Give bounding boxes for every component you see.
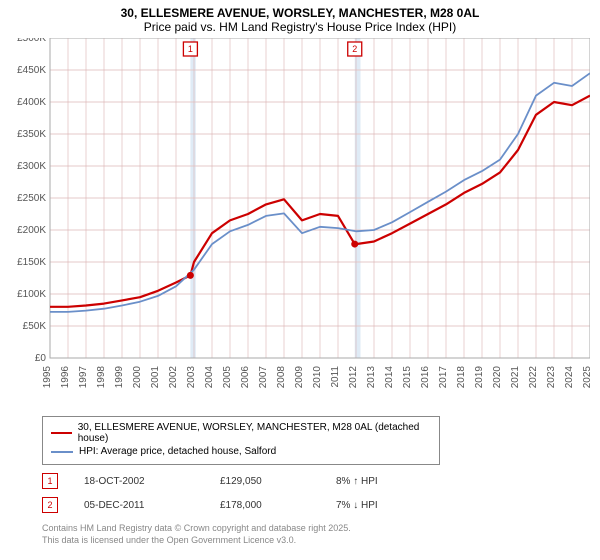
legend: 30, ELLESMERE AVENUE, WORSLEY, MANCHESTE…: [42, 416, 440, 465]
svg-text:2: 2: [352, 44, 357, 54]
svg-text:2013: 2013: [366, 366, 377, 389]
svg-text:2005: 2005: [222, 366, 233, 389]
marker-pct: 8% ↑ HPI: [336, 476, 378, 487]
marker-price: £129,050: [220, 476, 310, 487]
marker-date: 18-OCT-2002: [84, 476, 194, 487]
svg-text:2022: 2022: [528, 366, 539, 389]
marker-detail: 2 05-DEC-2011 £178,000 7% ↓ HPI: [42, 497, 600, 513]
marker-pct: 7% ↓ HPI: [336, 500, 378, 511]
svg-text:2012: 2012: [348, 366, 359, 389]
svg-text:2025: 2025: [582, 366, 590, 389]
svg-text:2023: 2023: [546, 366, 557, 389]
legend-label: 30, ELLESMERE AVENUE, WORSLEY, MANCHESTE…: [78, 422, 431, 444]
svg-text:1998: 1998: [96, 366, 107, 389]
svg-text:2016: 2016: [420, 366, 431, 389]
svg-text:2019: 2019: [474, 366, 485, 389]
chart-area: £0 £50K £100K £150K £200K £250K £300K £350K £400…: [8, 38, 588, 408]
marker-badge: 2: [42, 497, 58, 513]
svg-text:2009: 2009: [294, 366, 305, 389]
attribution: Contains HM Land Registry data © Crown c…: [42, 523, 600, 546]
svg-text:2015: 2015: [402, 366, 413, 389]
svg-text:2000: 2000: [132, 366, 143, 389]
svg-text:1995: 1995: [42, 366, 53, 389]
svg-text:1999: 1999: [114, 366, 125, 389]
svg-text:2017: 2017: [438, 366, 449, 389]
marker-price: £178,000: [220, 500, 310, 511]
chart-title: 30, ELLESMERE AVENUE, WORSLEY, MANCHESTE…: [0, 0, 600, 20]
svg-text:£500K: £500K: [17, 38, 46, 44]
svg-text:£250K: £250K: [17, 193, 46, 204]
legend-swatch: [51, 451, 73, 453]
svg-text:2001: 2001: [150, 366, 161, 389]
svg-text:2008: 2008: [276, 366, 287, 389]
svg-text:£200K: £200K: [17, 225, 46, 236]
svg-text:2007: 2007: [258, 366, 269, 389]
svg-text:£0: £0: [35, 353, 47, 364]
svg-text:2021: 2021: [510, 366, 521, 389]
line-chart-svg: £0 £50K £100K £150K £200K £250K £300K £350K £400…: [8, 38, 590, 408]
svg-text:1997: 1997: [78, 366, 89, 389]
attribution-line: This data is licensed under the Open Gov…: [42, 535, 600, 547]
legend-item: HPI: Average price, detached house, Salf…: [51, 445, 431, 458]
svg-text:2004: 2004: [204, 366, 215, 389]
svg-text:2018: 2018: [456, 366, 467, 389]
svg-text:2020: 2020: [492, 366, 503, 389]
svg-text:1996: 1996: [60, 366, 71, 389]
attribution-line: Contains HM Land Registry data © Crown c…: [42, 523, 600, 535]
svg-text:1: 1: [188, 44, 193, 54]
svg-text:2011: 2011: [330, 366, 341, 388]
marker-badge: 1: [42, 473, 58, 489]
svg-text:£450K: £450K: [17, 65, 46, 76]
svg-text:2024: 2024: [564, 366, 575, 389]
marker-date: 05-DEC-2011: [84, 500, 194, 511]
legend-label: HPI: Average price, detached house, Salf…: [79, 446, 276, 457]
svg-text:2014: 2014: [384, 366, 395, 389]
svg-text:£50K: £50K: [23, 321, 47, 332]
svg-text:£350K: £350K: [17, 129, 46, 140]
svg-text:2003: 2003: [186, 366, 197, 389]
svg-text:£400K: £400K: [17, 97, 46, 108]
svg-text:2002: 2002: [168, 366, 179, 389]
svg-text:£150K: £150K: [17, 257, 46, 268]
marker-detail: 1 18-OCT-2002 £129,050 8% ↑ HPI: [42, 473, 600, 489]
svg-text:2006: 2006: [240, 366, 251, 389]
svg-text:2010: 2010: [312, 366, 323, 389]
svg-text:£100K: £100K: [17, 289, 46, 300]
svg-text:£300K: £300K: [17, 161, 46, 172]
legend-item: 30, ELLESMERE AVENUE, WORSLEY, MANCHESTE…: [51, 421, 431, 445]
legend-swatch: [51, 432, 72, 434]
chart-subtitle: Price paid vs. HM Land Registry's House …: [0, 20, 600, 38]
